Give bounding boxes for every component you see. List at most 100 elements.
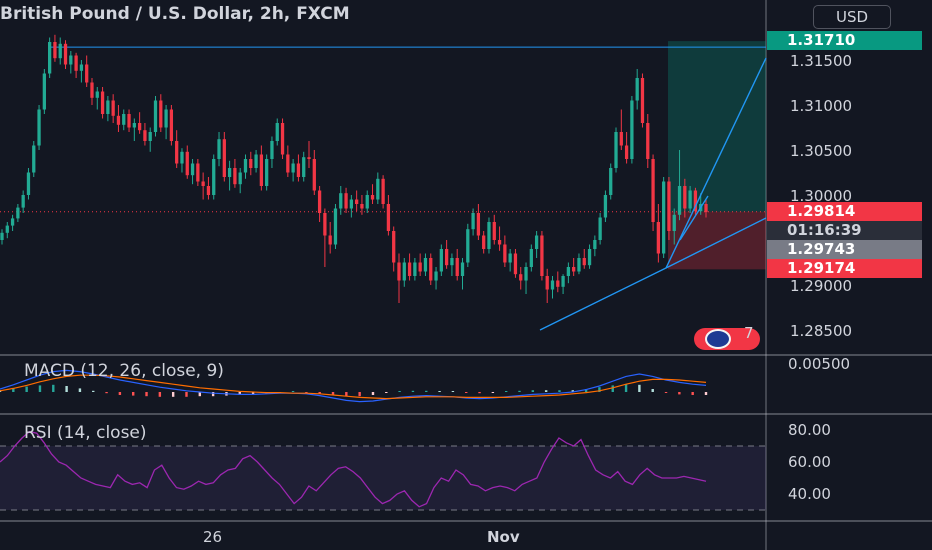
macd-histogram-bar [371, 392, 375, 395]
candle-body [593, 240, 597, 249]
candle-body [312, 159, 316, 191]
trend-line [679, 195, 709, 241]
candle-body [487, 222, 491, 249]
candle-body [302, 157, 306, 177]
candle-body [21, 195, 25, 208]
rsi-band [0, 446, 766, 510]
candle-body [222, 139, 226, 177]
candle-body [376, 178, 380, 200]
candle-body [386, 204, 391, 231]
macd-histogram-bar [331, 392, 335, 395]
macd-histogram-bar [664, 392, 668, 393]
candle-body [317, 190, 322, 213]
macd-histogram-bar [558, 390, 561, 392]
candle-body [132, 123, 136, 128]
macd-histogram-bar [145, 392, 148, 397]
macd-histogram-bar [198, 392, 202, 397]
target-price-badge: 1.31710 [767, 31, 922, 50]
rsi-label[interactable]: RSI (14, close) [24, 423, 147, 443]
rsi-scale-label-60: 60.00 [788, 453, 831, 471]
candle-body [159, 100, 163, 128]
macd-histogram-bar [92, 390, 95, 392]
candle-body [550, 280, 555, 290]
candle-body [619, 132, 623, 146]
candle-body [434, 271, 438, 281]
candle-body [328, 235, 332, 245]
stop-price-badge: 1.29174 [767, 259, 922, 278]
macd-histogram-bar [611, 385, 614, 392]
candle-body [503, 244, 507, 263]
candle-body [79, 64, 84, 71]
candle-body [106, 100, 110, 114]
candle-body [423, 258, 428, 272]
macd-histogram-bar [185, 392, 188, 397]
price-tick-label: 1.28500 [790, 322, 852, 340]
macd-histogram-bar [704, 392, 708, 395]
candle-body [137, 123, 142, 131]
macd-signal-line [0, 374, 707, 400]
candle-body [5, 225, 9, 233]
candle-body [286, 154, 290, 173]
macd-histogram-bar [624, 384, 628, 392]
current-price-badge: 1.29814 [767, 202, 922, 221]
macd-histogram-bar [158, 392, 162, 397]
candle-body [111, 100, 115, 116]
macd-histogram-bar [518, 390, 521, 392]
candle-body [370, 195, 375, 200]
candle-body [265, 159, 269, 186]
candle-body [275, 123, 279, 141]
candle-body [323, 213, 327, 236]
candle-body [344, 193, 348, 209]
macd-histogram-bar [211, 392, 215, 397]
macd-histogram-bar [465, 392, 468, 393]
candle-body [704, 204, 708, 213]
trend-line [665, 217, 767, 269]
candle-body [693, 190, 698, 212]
candle-body [270, 141, 274, 159]
candle-body [196, 163, 200, 182]
candle-body [333, 208, 338, 245]
candle-body [429, 258, 433, 281]
macd-histogram-bar [12, 388, 15, 392]
time-label-26: 26 [203, 528, 223, 546]
candle-body [90, 82, 94, 98]
candle-body [603, 195, 608, 218]
candle-body [259, 154, 264, 186]
candle-body [143, 130, 147, 141]
candle-body [69, 55, 73, 65]
candle-body [307, 157, 311, 159]
candle-body [153, 100, 158, 132]
macd-histogram-bar [491, 392, 495, 393]
candle-body [587, 249, 592, 266]
candle-body [254, 154, 258, 168]
candle-body [185, 151, 189, 176]
candle-body [37, 109, 41, 146]
macd-histogram-bar [78, 388, 82, 392]
candle-body [460, 262, 465, 276]
candle-body [296, 163, 301, 177]
countdown-badge: 01:16:39 [767, 221, 922, 240]
candle-body [519, 274, 523, 281]
profit-zone [668, 41, 766, 212]
price-tick-label: 1.31000 [790, 97, 852, 115]
macd-histogram-bar [238, 392, 241, 395]
macd-histogram-bar [65, 386, 68, 392]
candle-body [566, 267, 571, 276]
candle-body [217, 139, 221, 159]
candle-body [497, 240, 502, 245]
macd-label[interactable]: MACD (12, 26, close, 9) [24, 361, 224, 381]
macd-histogram-bar [638, 384, 641, 392]
currency-button[interactable]: USD [813, 5, 891, 29]
candle-body [190, 163, 195, 176]
macd-histogram-bar [305, 392, 308, 393]
candle-body [95, 91, 99, 98]
candle-body [677, 186, 682, 215]
macd-histogram-bar [504, 391, 508, 392]
candle-body [42, 73, 46, 110]
macd-histogram-bar [571, 390, 574, 392]
macd-histogram-bar [105, 392, 108, 394]
candle-body [201, 181, 205, 186]
candle-body [572, 267, 576, 272]
candle-body [233, 168, 237, 185]
price-tick-label: 1.31500 [790, 52, 852, 70]
